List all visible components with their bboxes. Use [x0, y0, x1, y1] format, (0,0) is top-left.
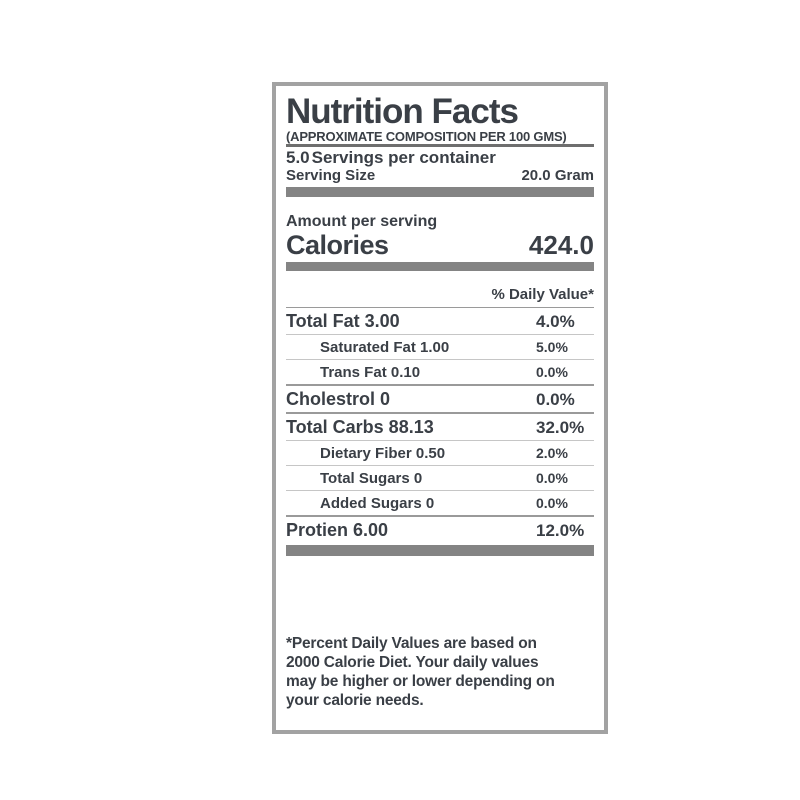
serving-size-label: Serving Size — [286, 167, 376, 184]
nutrient-row-total-carbs: Total Carbs 88.13 32.0% — [286, 414, 594, 440]
spacer — [286, 197, 594, 213]
nutrient-row-total-sugars: Total Sugars 0 0.0% — [286, 466, 594, 490]
nutrient-name: Saturated Fat 1.00 — [320, 339, 450, 356]
separator-bar-calories — [286, 262, 594, 271]
separator-bar-top — [286, 187, 594, 197]
nutrient-name: Dietary Fiber 0.50 — [320, 445, 446, 462]
calories-label: Calories — [286, 230, 389, 260]
nutrient-daily-value: 0.0% — [536, 364, 568, 380]
footnote-line: may be higher or lower depending on — [286, 673, 555, 690]
calories-row: Calories 424.0 — [286, 231, 594, 259]
row-divider — [286, 440, 594, 441]
row-divider — [286, 384, 594, 386]
nutrient-daily-value: 12.0% — [536, 521, 585, 540]
nutrient-name: Trans Fat 0.10 — [320, 364, 421, 381]
row-divider — [286, 465, 594, 466]
label-subtitle: (APPROXIMATE COMPOSITION PER 100 GMS) — [286, 129, 567, 144]
servings-per-container-row: 5.0 Servings per container — [286, 148, 594, 167]
nutrient-row-total-fat: Total Fat 3.00 4.0% — [286, 308, 594, 334]
nutrient-row-protien: Protien 6.00 12.0% — [286, 517, 594, 543]
nutrient-daily-value: 0.0% — [536, 390, 575, 409]
spacer — [286, 556, 594, 634]
row-divider — [286, 515, 594, 517]
row-divider — [286, 359, 594, 360]
footnote: *Percent Daily Values are based on 2000 … — [286, 634, 594, 710]
label-title: Nutrition Facts — [286, 92, 519, 131]
nutrient-name: Protien 6.00 — [286, 520, 389, 540]
nutrient-daily-value: 5.0% — [536, 339, 568, 355]
spacer — [286, 271, 594, 286]
footnote-line: your calorie needs. — [286, 692, 424, 709]
nutrient-row-trans-fat: Trans Fat 0.10 0.0% — [286, 360, 594, 384]
nutrient-row-dietary-fiber: Dietary Fiber 0.50 2.0% — [286, 441, 594, 465]
nutrient-daily-value: 32.0% — [536, 418, 585, 437]
serving-size-value: 20.0 Gram — [521, 167, 594, 184]
nutrient-name: Total Carbs 88.13 — [286, 417, 434, 437]
nutrient-daily-value: 4.0% — [536, 312, 575, 331]
row-divider — [286, 412, 594, 414]
row-divider — [286, 490, 594, 491]
nutrient-daily-value: 0.0% — [536, 470, 568, 486]
separator-bar-bottom — [286, 545, 594, 556]
nutrient-row-saturated-fat: Saturated Fat 1.00 5.0% — [286, 335, 594, 359]
row-divider — [286, 334, 594, 335]
nutrient-daily-value: 0.0% — [536, 495, 568, 511]
nutrient-daily-value: 2.0% — [536, 445, 568, 461]
daily-value-header: % Daily Value* — [286, 286, 594, 308]
amount-per-serving-label: Amount per serving — [286, 213, 438, 230]
nutrient-name: Cholestrol 0 — [286, 389, 391, 409]
nutrient-name: Total Sugars 0 — [320, 470, 423, 487]
nutrient-row-added-sugars: Added Sugars 0 0.0% — [286, 491, 594, 515]
nutrient-name: Total Fat 3.00 — [286, 311, 400, 331]
calories-value: 424.0 — [528, 230, 594, 260]
footnote-line: 2000 Calorie Diet. Your daily values — [286, 654, 539, 671]
serving-size-row: Serving Size 20.0 Gram — [286, 167, 594, 184]
servings-text: Servings per container — [311, 148, 496, 167]
nutrient-name: Added Sugars 0 — [320, 495, 435, 512]
nutrient-row-cholestrol: Cholestrol 0 0.0% — [286, 386, 594, 412]
footnote-line: *Percent Daily Values are based on — [286, 635, 537, 652]
servings-count: 5.0 — [286, 148, 310, 167]
nutrition-label: Nutrition Facts (APPROXIMATE COMPOSITION… — [272, 82, 608, 734]
header-rule — [286, 144, 594, 147]
